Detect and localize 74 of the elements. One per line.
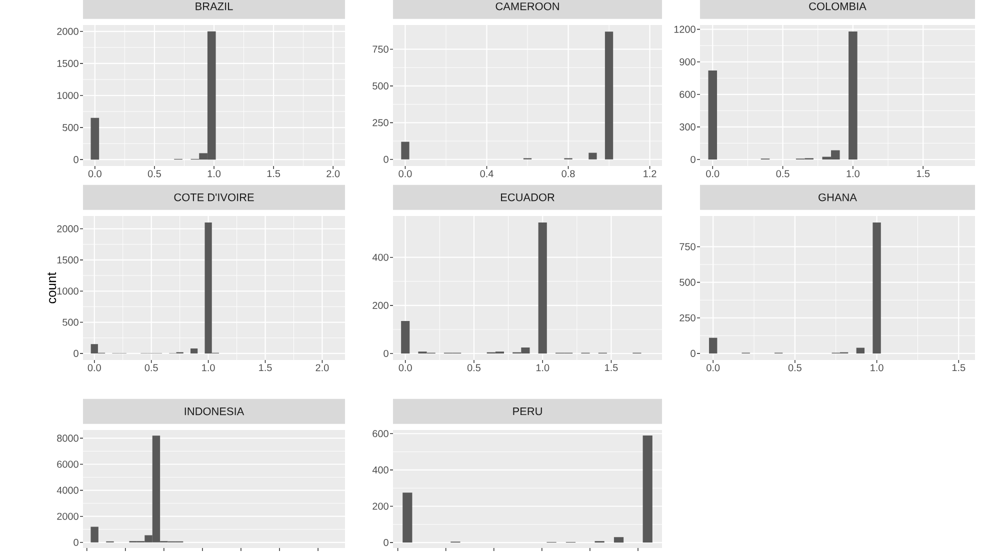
y-tick-label: 500 [680, 278, 696, 286]
y-tick-label: 0 [74, 156, 78, 164]
y-tick-label: 2000 [57, 512, 78, 520]
x-tick-label: 0.5 [467, 364, 480, 372]
y-tick-label: 0 [384, 539, 388, 546]
y-tick-label: 250 [680, 314, 696, 322]
x-tick-label: 1.5 [952, 364, 966, 372]
x-tick-label: 0.8 [562, 170, 575, 178]
y-tick-label: 300 [680, 123, 696, 130]
y-tick-label: 0 [74, 538, 78, 546]
y-tick-label: 2000 [57, 225, 78, 232]
y-tick-label: 1000 [57, 288, 78, 295]
y-tick-label: 8000 [57, 434, 78, 442]
x-tick-label: 1.0 [202, 364, 215, 372]
x-tick-label: 0.0 [398, 170, 412, 178]
x-tick-label: 1.5 [267, 170, 280, 178]
x-tick-label: 0.5 [148, 170, 161, 178]
x-tick-label: 1.0 [870, 364, 884, 372]
y-axis-title: count [48, 272, 56, 304]
y-tick-label: 200 [372, 502, 388, 510]
bar [90, 526, 98, 542]
y-tick-label: 0 [384, 350, 388, 358]
bar [642, 435, 652, 543]
y-tick-label: 2000 [57, 28, 78, 35]
x-tick-label: 0.4 [480, 170, 494, 178]
y-tick-label: 1200 [674, 26, 696, 33]
bar [614, 537, 624, 543]
y-tick-label: 750 [372, 46, 388, 53]
y-tick-label: 900 [680, 58, 696, 66]
y-tick-label: 500 [62, 124, 78, 132]
y-tick-label: 1000 [57, 92, 78, 100]
x-tick-label: 0.5 [144, 364, 158, 372]
x-tick-label: 2.0 [316, 364, 329, 372]
y-tick-label: 0 [74, 350, 78, 357]
x-tick-label: 0.0 [706, 364, 720, 372]
y-tick-label: 0 [690, 156, 696, 164]
x-tick-label: 1.5 [605, 364, 618, 372]
x-tick-label: 1.2 [644, 170, 656, 178]
x-tick-label: 1.5 [916, 170, 930, 178]
bar [402, 492, 412, 543]
x-tick-label: 1.5 [259, 364, 272, 372]
y-tick-label: 400 [372, 254, 388, 261]
chart-title: INDONESIA [184, 407, 244, 416]
y-tick-label: 750 [680, 243, 696, 250]
chart-title: CAMEROON [496, 2, 559, 10]
y-tick-label: 250 [372, 119, 388, 126]
chart-title: GHANA [818, 193, 857, 202]
chart-title: COTE D'IVOIRE [174, 193, 254, 202]
y-tick-label: 600 [680, 90, 696, 98]
x-tick-label: 0.5 [788, 364, 802, 372]
x-tick-label: 0.0 [88, 170, 102, 178]
y-tick-label: 400 [372, 466, 388, 474]
x-tick-label: 0.0 [88, 364, 101, 372]
chart-title: BRAZIL [196, 2, 233, 10]
y-tick-label: 500 [62, 318, 78, 326]
chart-title: COLOMBIA [809, 2, 866, 10]
x-tick-label: 1.0 [208, 170, 221, 178]
x-tick-label: 0.0 [706, 170, 720, 178]
chart-title: ECUADOR [501, 193, 554, 202]
x-tick-label: 1.0 [846, 170, 860, 178]
y-tick-label: 6000 [57, 460, 78, 468]
y-tick-label: 0 [384, 156, 388, 163]
y-tick-label: 200 [372, 302, 388, 309]
y-tick-label: 1500 [57, 60, 78, 67]
x-tick-label: 2.0 [326, 170, 340, 178]
y-tick-label: 500 [372, 82, 388, 90]
x-tick-label: 1.0 [536, 364, 550, 372]
y-tick-label: 600 [372, 430, 388, 438]
x-tick-label: 0.5 [776, 170, 790, 178]
chart-title: PERU [513, 408, 542, 416]
x-tick-label: 0.0 [398, 364, 412, 372]
y-tick-label: 4000 [56, 486, 78, 494]
y-tick-label: 0 [690, 350, 696, 357]
y-tick-label: 1500 [57, 256, 78, 264]
